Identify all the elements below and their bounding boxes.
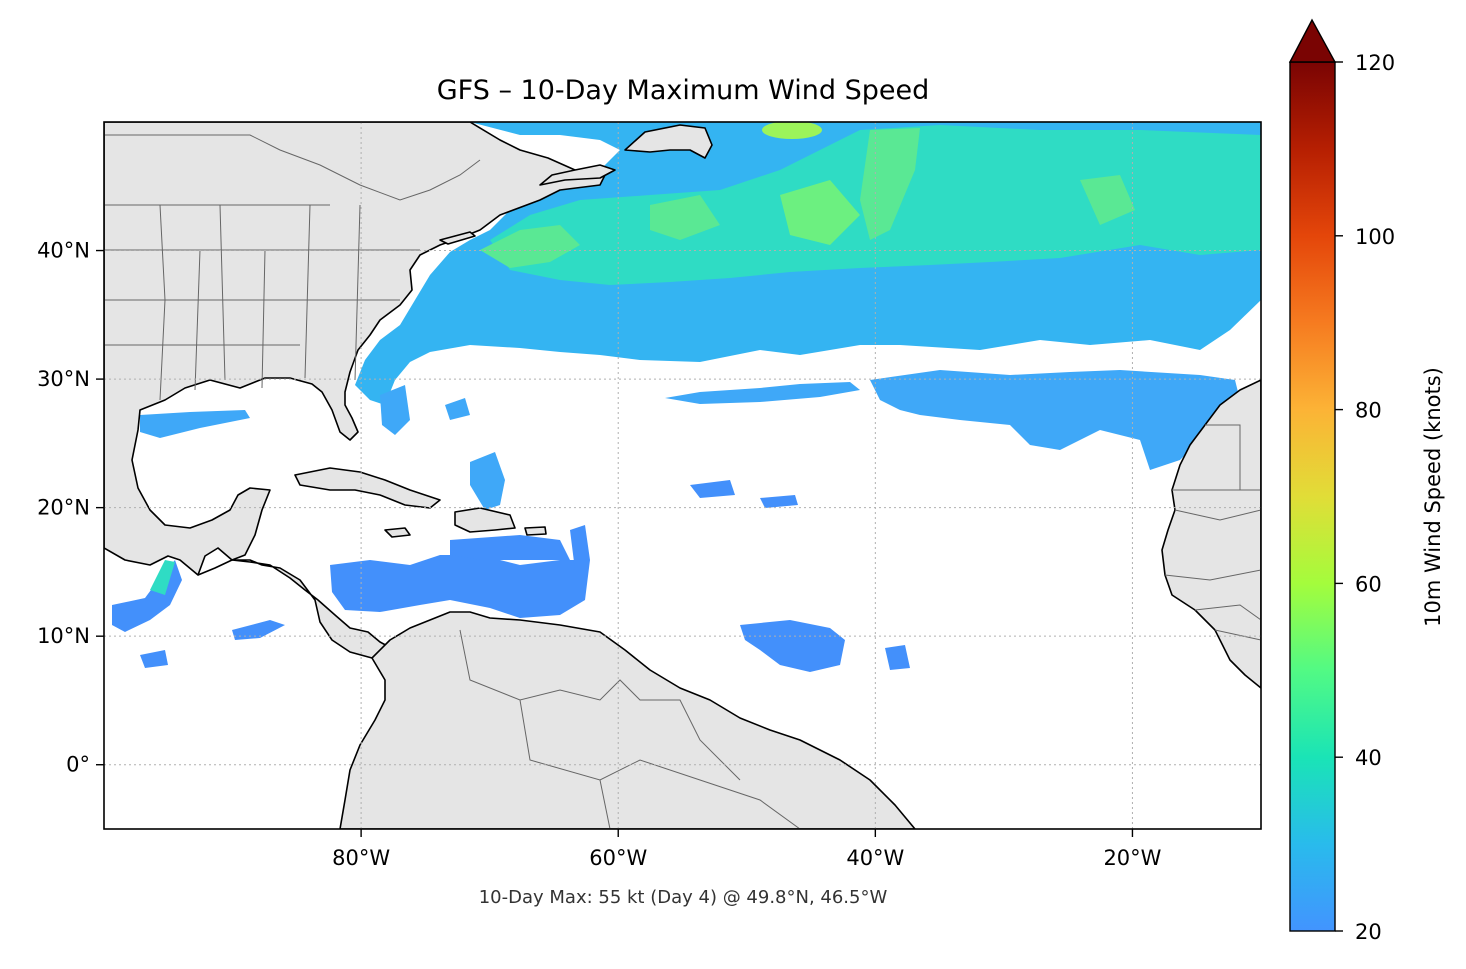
colorbar-tick-label: 120 [1355,51,1395,75]
us-state-borders [104,204,420,401]
lat-tick-label: 20°N [37,496,90,520]
lat-tick-label: 40°N [37,239,90,263]
wind-patch-pacific-small [140,650,168,668]
puerto-rico-island [524,526,547,536]
north-america-landmass [104,122,606,576]
wind-jet-tehuantepec [150,560,175,595]
lon-tick-label: 40°W [846,846,904,870]
lon-tick-label: 60°W [589,846,647,870]
wind-patch-antilles [570,525,590,570]
lat-tick-label: 10°N [37,624,90,648]
south-america-borders [459,629,801,829]
colorbar-tick-label: 100 [1355,225,1395,249]
max-wind-footnote: 10-Day Max: 55 kt (Day 4) @ 49.8°N, 46.5… [479,887,888,908]
colorbar-tick-label: 20 [1355,920,1382,944]
wind-patch-scattered [690,480,735,498]
wind-patch-small [445,398,470,420]
wind-patch-gulf [140,410,250,438]
map-area [104,122,1261,829]
lon-tick-group: 80°W 60°W 40°W 20°W [332,829,1162,870]
africa-landmass [1161,379,1261,689]
colorbar-gradient [1289,61,1336,932]
wind-swath-high [480,225,580,268]
newfoundland-island [624,124,713,159]
wind-swath-caribbean [330,555,590,618]
wind-patch-scattered [760,495,798,508]
canada-us-border [104,134,481,201]
lat-tick-group: 40°N 30°N 20°N 10°N 0° [37,239,104,777]
wind-max-core [762,122,822,139]
wind-patch-tropical-atlantic [740,620,845,672]
map-frame [103,121,1262,830]
nova-scotia-peninsula [539,164,616,186]
wind-swath-east-atlantic [870,370,1240,470]
africa-borders [1164,424,1261,641]
chart-title: GFS – 10-Day Maximum Wind Speed [437,75,929,106]
wind-swath-high [1080,175,1135,225]
colorbar-tick-group: 20 40 60 80 100 120 [1335,51,1395,944]
hispaniola-island [454,507,516,533]
wind-patch-caribbean-north [450,535,570,560]
wind-patch-bahamas [470,452,505,510]
colorbar-tick-label: 80 [1355,399,1382,423]
long-island [439,231,476,245]
political-borders [104,134,1261,829]
colorbar-extend-arrow [1288,18,1337,63]
wind-patch-tropical-small [885,645,910,670]
colorbar-tick-label: 60 [1355,572,1382,596]
colorbar-tick-label: 40 [1355,746,1382,770]
jamaica-island [384,527,411,538]
wind-swath-high [780,180,860,245]
colorbar-label: 10m Wind Speed (knots) [1421,367,1445,627]
lon-tick-label: 20°W [1103,846,1161,870]
lon-tick-label: 80°W [332,846,390,870]
wind-speed-field [112,122,1261,802]
wind-patch-florida-east [380,385,410,435]
lat-tick-label: 30°N [37,367,90,391]
colorbar: 20 40 60 80 100 120 10m Wind Speed (knots) [1288,18,1445,944]
wind-band-subtropical [665,382,860,404]
wind-swath-high [650,195,720,240]
lat-tick-label: 0° [66,753,90,777]
south-america-landmass [339,611,916,829]
wind-patch-pacific [232,620,285,640]
